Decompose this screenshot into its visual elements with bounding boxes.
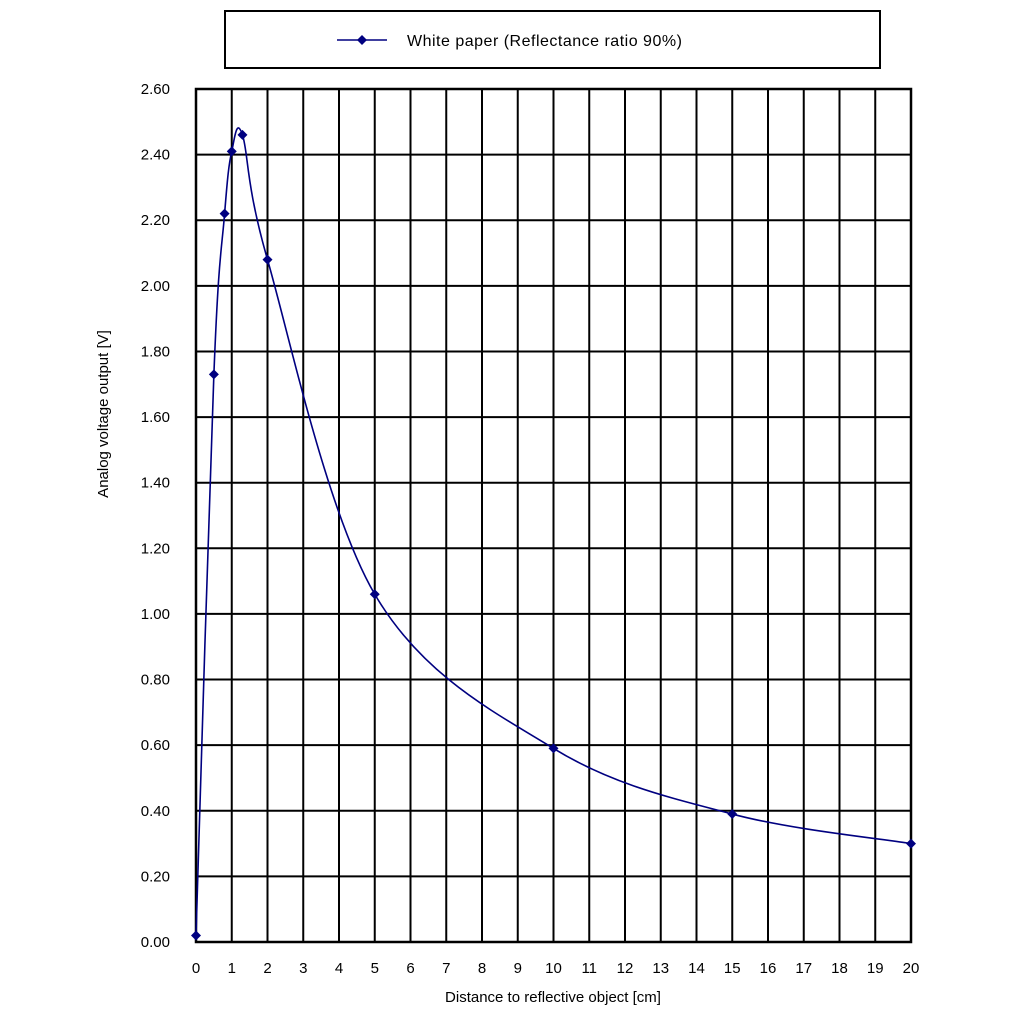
plot-frame (194, 87, 913, 944)
y-tick-label: 1.40 (141, 475, 170, 492)
x-tick-label: 15 (724, 960, 741, 977)
series-markers (191, 129, 916, 941)
x-tick-label: 1 (228, 960, 236, 977)
x-tick-label: 0 (192, 960, 200, 977)
data-point-marker (262, 254, 273, 265)
y-tick-label: 2.60 (141, 81, 170, 98)
x-tick-label: 20 (903, 960, 920, 977)
x-tick-label: 8 (478, 960, 486, 977)
data-point-marker (369, 589, 380, 600)
data-point-marker (219, 208, 230, 219)
y-tick-label: 1.20 (141, 540, 170, 557)
legend-box (224, 10, 881, 69)
data-point-marker (237, 129, 248, 140)
legend-label: White paper (Reflectance ratio 90%) (407, 33, 682, 50)
data-point-marker (208, 369, 219, 380)
x-tick-label: 10 (545, 960, 562, 977)
data-point-marker (906, 838, 916, 849)
data-point-marker (727, 809, 738, 820)
y-tick-label: 1.00 (141, 606, 170, 623)
y-tick-label: 0.40 (141, 803, 170, 820)
x-tick-label: 6 (406, 960, 414, 977)
x-tick-label: 18 (831, 960, 848, 977)
y-tick-label: 0.80 (141, 672, 170, 689)
y-tick-label: 2.00 (141, 278, 170, 295)
x-axis-title: Distance to reflective object [cm] (445, 989, 661, 1006)
grid (196, 89, 911, 942)
x-tick-label: 17 (795, 960, 812, 977)
data-point-marker (548, 743, 559, 754)
y-axis-ticks: 0.00 0.20 0.40 0.60 0.80 1.00 1.20 1.40 1.60 1.80… (141, 81, 170, 951)
series-line (195, 127, 912, 936)
x-tick-label: 14 (688, 960, 705, 977)
x-tick-label: 19 (867, 960, 884, 977)
x-tick-label: 12 (617, 960, 634, 977)
y-tick-label: 1.60 (141, 409, 170, 426)
x-tick-label: 11 (581, 960, 597, 977)
legend: White paper (Reflectance ratio 90%) (224, 10, 881, 69)
y-tick-label: 0.60 (141, 737, 170, 754)
y-tick-label: 0.20 (141, 868, 170, 885)
y-tick-label: 0.00 (141, 934, 170, 951)
x-axis-ticks: 0 1 2 3 4 5 6 7 8 9 10 11 12 13 14 15 16 17 18 19 20 (192, 960, 920, 977)
x-tick-label: 7 (442, 960, 450, 977)
data-point-marker (226, 146, 237, 157)
legend-marker (357, 35, 367, 45)
x-tick-label: 16 (760, 960, 777, 977)
x-tick-label: 5 (371, 960, 379, 977)
y-axis-title: Analog voltage output [V] (95, 330, 112, 498)
data-point-marker (191, 930, 201, 941)
y-tick-label: 2.20 (141, 212, 170, 229)
x-tick-label: 3 (299, 960, 307, 977)
y-tick-label: 1.80 (141, 343, 170, 360)
x-tick-label: 4 (335, 960, 343, 977)
x-tick-label: 13 (652, 960, 669, 977)
y-tick-label: 2.40 (141, 147, 170, 164)
x-tick-label: 2 (263, 960, 271, 977)
x-tick-label: 9 (514, 960, 522, 977)
